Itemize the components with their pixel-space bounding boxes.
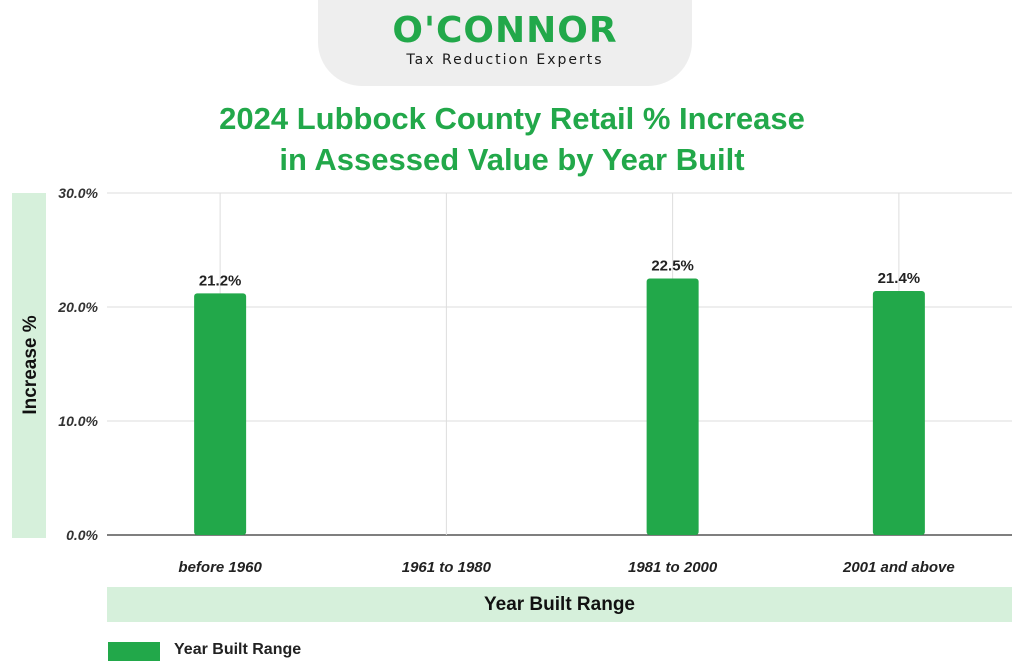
bar [646,278,699,535]
y-tick-label: 0.0% [66,527,98,543]
category-label: 1981 to 2000 [628,559,718,576]
data-labels: 21.2% 22.5% 21.4% [199,258,920,290]
category-label: before 1960 [178,559,262,576]
chart-title-line-2: in Assessed Value by Year Built [279,142,745,177]
category-label: 2001 and above [842,559,955,576]
y-tick-label: 30.0% [58,185,98,201]
y-tick-label: 10.0% [58,413,98,429]
data-label: 21.2% [199,272,242,289]
data-label: 21.4% [878,270,921,287]
legend-swatch [108,642,160,661]
y-tick-labels: 0.0% 10.0% 20.0% 30.0% [57,185,98,543]
logo-tagline: Tax Reduction Experts [406,52,604,68]
logo: O'CONNOR Tax Reduction Experts [318,0,692,86]
x-axis-label: Year Built Range [107,587,1012,622]
bar [872,291,925,535]
category-label: 1961 to 1980 [402,559,492,576]
chart-title-line-1: 2024 Lubbock County Retail % Increase [219,101,805,136]
data-label: 22.5% [651,258,694,275]
bars [194,278,925,535]
y-tick-label: 20.0% [57,299,98,315]
y-axis-label-band [12,193,46,538]
bar [194,293,247,535]
category-labels: before 1960 1961 to 1980 1981 to 2000 2001 … [178,559,954,576]
logo-name: O'CONNOR [392,10,618,51]
chart-title: 2024 Lubbock County Retail % Increase in… [0,98,1024,180]
legend-label: Year Built Range [174,641,302,658]
